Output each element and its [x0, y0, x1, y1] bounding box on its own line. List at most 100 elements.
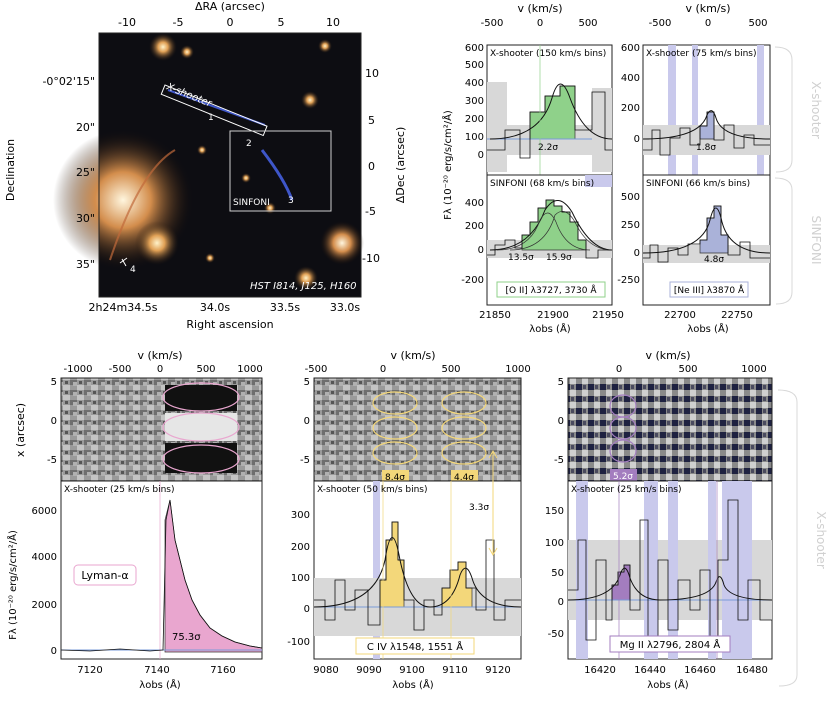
hst-image-panel: X-shooter SINFONI 1 2 3 4 HST I814, J125…	[4, 0, 407, 331]
neiii-x-tick: 22750	[721, 310, 753, 321]
civ-x-tick: 9100	[399, 665, 424, 676]
top-tick: 0	[227, 16, 234, 29]
oii-sig-bottom-2: 15.9σ	[546, 253, 572, 263]
oii-y-tick: 100	[465, 132, 484, 143]
right-tick: 5	[368, 114, 375, 127]
oii-y-tick: 400	[465, 198, 484, 209]
civ-sig-2d-2: 4.4σ	[454, 473, 474, 483]
oii-line-label: [O II] λ3727, 3730 Å	[505, 284, 597, 296]
lya-top-axis-label: v (km/s)	[137, 349, 182, 362]
oii-y-tick: 0	[478, 245, 484, 256]
neiii-sinfoni-title: SINFONI (66 km/s bins)	[646, 179, 750, 189]
oii-y-tick: 200	[465, 114, 484, 125]
neiii-y-tick: 400	[621, 73, 640, 84]
oii-y-tick: 600	[465, 43, 484, 54]
mgii-2d-tick: 5	[558, 377, 564, 388]
oii-sinfoni-subpanel: SINFONI (68 km/s bins) 13.5σ 15.9σ [O II…	[486, 174, 613, 306]
neiii-sinfoni-subpanel: SINFONI (66 km/s bins) 4.8σ [Ne III] λ38…	[642, 174, 771, 306]
neiii-y-tick: 500	[621, 192, 640, 203]
oii-y-tick: 0	[478, 150, 484, 161]
oii-top-tick: -500	[481, 18, 504, 29]
mgii-top-tick: 1000	[741, 364, 766, 375]
image-number-3: 3	[288, 196, 294, 206]
left-tick: 35"	[76, 258, 95, 271]
lya-y-tick: 6000	[32, 506, 57, 517]
neiii-sig-top: 1.8σ	[696, 143, 716, 153]
lensed-arc	[260, 149, 294, 201]
neiii-line-label: [Ne III] λ3870 Å	[674, 284, 745, 296]
mgii-x-tick: 16480	[736, 665, 768, 676]
left-tick: 30"	[76, 212, 95, 225]
neiii-top-axis-label: v (km/s)	[685, 2, 730, 15]
civ-2d-tick: 0	[304, 416, 310, 427]
mgii-sig-2d: 5.2σ	[613, 472, 633, 482]
right-tick: -10	[362, 252, 380, 265]
left-tick: 25"	[76, 166, 95, 179]
right-tick: 0	[368, 160, 375, 173]
lya-title: X-shooter (25 km/s bins)	[64, 485, 175, 495]
lya-sig: 75.3σ	[172, 632, 201, 643]
mgii-y-tick: -50	[548, 629, 564, 640]
image-number-1: 1	[208, 113, 214, 123]
top-axis-label: ΔRA (arcsec)	[195, 0, 265, 13]
oii-x-tick: 21900	[537, 310, 569, 321]
neiii-x-tick: 22700	[664, 310, 696, 321]
mgii-x-label: λobs (Å)	[647, 678, 689, 691]
civ-top-axis-label: v (km/s)	[390, 349, 435, 362]
mgii-y-tick: 50	[551, 568, 564, 579]
side-label-xshooter-top: X-shooter	[809, 81, 823, 139]
neiii-y-tick: 0	[634, 248, 640, 259]
lya-line-label: Lyman-α	[81, 569, 128, 582]
civ-y-tick: 100	[291, 573, 310, 584]
sinfoni-box	[229, 130, 332, 212]
left-tick: 20"	[76, 121, 95, 134]
mgii-y-tick: 0	[558, 597, 564, 608]
civ-x-tick: 9110	[442, 665, 467, 676]
lya-x-tick: 7140	[144, 665, 169, 676]
oii-sig-top: 2.2σ	[538, 143, 558, 153]
side-label-xshooter-bottom: X-shooter	[814, 511, 828, 569]
oii-sinfoni-title: SINFONI (68 km/s bins)	[490, 179, 594, 189]
oii-panel: v (km/s) -500 0 500 X-shooter (150 km/s …	[441, 2, 624, 335]
top-tick: 10	[326, 16, 340, 29]
mgii-y-tick: 100	[545, 538, 564, 549]
lya-x-tick: 7160	[210, 665, 235, 676]
top-tick: 5	[278, 16, 285, 29]
oii-top-tick: 500	[578, 18, 597, 29]
top-tick: -5	[173, 16, 184, 29]
side-labels: X-shooter SINFONI X-shooter	[774, 46, 828, 687]
oii-sig-bottom-1: 13.5σ	[508, 253, 534, 263]
oii-y-tick: 400	[465, 78, 484, 89]
neiii-top-tick: 500	[748, 18, 767, 29]
mgii-2d-spectrum	[568, 378, 772, 481]
oii-y-tick: 200	[465, 221, 484, 232]
mgii-top-tick: 0	[616, 364, 622, 375]
oii-y-tick: 300	[465, 96, 484, 107]
neiii-panel: v (km/s) -500 0 500 X-shooter (75 km/s b…	[617, 2, 771, 335]
mgii-title: X-shooter (25 km/s bins)	[571, 485, 682, 495]
image-caption: HST I814, J125, H160	[250, 281, 357, 292]
right-tick: -5	[365, 205, 376, 218]
lya-panel: v (km/s) -1000 -500 0 500 1000 5 0 -5 x …	[6, 349, 263, 691]
civ-y-tick: -100	[287, 637, 310, 648]
civ-y-tick: 0	[304, 604, 310, 615]
bottom-axis-label: Right ascension	[186, 318, 273, 331]
civ-line-label: C IV λ1548, 1551 Å	[367, 640, 463, 653]
bottom-tick: 34.0s	[200, 301, 230, 314]
mgii-2d-tick: -5	[554, 455, 564, 466]
neiii-y-tick: 250	[621, 220, 640, 231]
neiii-xshooter-subpanel: X-shooter (75 km/s bins) 1.8σ	[642, 44, 771, 176]
oii-top-tick: 0	[537, 18, 543, 29]
box-label: SINFONI	[233, 198, 270, 208]
civ-panel: v (km/s) -500 0 500 1000 8.4σ 4.4σ 5 0 -…	[287, 349, 530, 691]
lya-y-tick: 2000	[32, 600, 57, 611]
lya-y-tick: 4000	[32, 552, 57, 563]
civ-2d-tick: -5	[300, 455, 310, 466]
neiii-y-tick: 600	[621, 43, 640, 54]
top-tick: -10	[118, 16, 136, 29]
mgii-x-tick: 16460	[684, 665, 716, 676]
right-tick: 10	[365, 67, 379, 80]
lya-y-tick: 0	[51, 646, 57, 657]
civ-top-tick: -500	[305, 364, 328, 375]
neiii-top-tick: -500	[649, 18, 672, 29]
